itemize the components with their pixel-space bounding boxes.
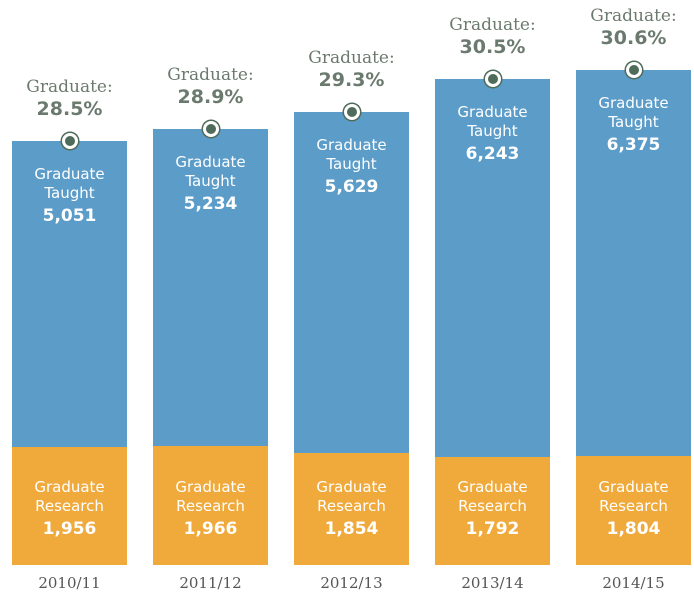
series-name: Graduate Taught [457,102,528,140]
series-name: Graduate Research [457,477,528,515]
value-label: 1,854 [324,518,379,539]
annotation-label: Graduate: [167,65,254,86]
annotation-value: 29.3% [318,69,385,92]
value-label: 6,375 [606,135,661,155]
annotation-label: Graduate: [449,14,536,35]
marker [343,104,360,121]
segment-label: Graduate Taught 5,234 [153,153,268,214]
annotation-value: 30.5% [459,35,526,58]
series-name: Graduate Taught [598,94,669,131]
bar-segment: Graduate Taught 6,243 [435,78,550,457]
value-label: 5,629 [324,177,379,198]
segment-label: Graduate Taught 5,051 [12,165,127,226]
series-name: Graduate Research [175,477,246,515]
segment-label: Graduate Research 1,804 [576,478,691,539]
x-tick-label: 2013/14 [461,574,524,592]
x-tick-label: 2014/15 [602,574,665,592]
bar-segment: Graduate Research 1,966 [153,446,268,565]
x-tick-label: 2011/12 [179,574,242,592]
marker [484,70,501,87]
annotation-value: 30.6% [600,27,667,49]
segment-label: Graduate Research 1,854 [294,478,409,539]
value-label: 5,234 [183,194,238,215]
value-label: 5,051 [42,205,97,226]
segment-label: Graduate Taught 6,243 [435,103,550,164]
marker [61,132,78,149]
annotation-label: Graduate: [590,6,677,26]
segment-label: Graduate Taught 5,629 [294,136,409,197]
annotation-value: 28.9% [177,86,244,109]
value-label: 1,956 [42,518,97,539]
value-label: 1,792 [465,518,520,539]
series-name: Graduate Research [34,477,105,515]
series-name: Graduate Taught [34,164,105,202]
series-name: Graduate Taught [175,153,246,191]
bar-segment: Graduate Taught 5,051 [12,140,127,447]
annotation-label: Graduate: [26,76,113,97]
bar-segment: Graduate Research 1,804 [576,455,691,565]
segment-label: Graduate Research 1,956 [12,478,127,539]
x-tick-label: 2012/13 [320,574,383,592]
bar-segment: Graduate Research 1,956 [12,446,127,565]
series-name: Graduate Research [598,477,669,515]
marker [202,121,219,138]
x-tick-label: 2010/11 [38,574,101,592]
series-name: Graduate Taught [316,136,387,174]
bar-segment: Graduate Taught 5,629 [294,112,409,453]
segment-label: Graduate Research 1,966 [153,478,268,539]
annotation-label: Graduate: [308,48,395,69]
value-label: 6,243 [465,143,520,164]
segment-label: Graduate Taught 6,375 [576,94,691,155]
annotation-value: 28.5% [36,97,103,120]
bar-segment: Graduate Taught 6,375 [576,70,691,456]
bar-segment: Graduate Research 1,792 [435,456,550,565]
bar-segment: Graduate Taught 5,234 [153,129,268,446]
series-name: Graduate Research [316,477,387,515]
marker [625,62,642,78]
bar-segment: Graduate Research 1,854 [294,452,409,565]
value-label: 1,804 [606,518,661,539]
segment-label: Graduate Research 1,792 [435,478,550,539]
value-label: 1,966 [183,518,238,539]
